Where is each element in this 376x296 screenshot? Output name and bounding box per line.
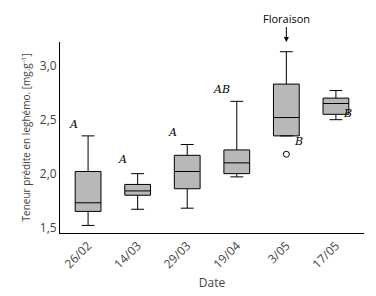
svg-text:1,5: 1,5 [40,219,57,236]
svg-text:14/03: 14/03 [110,237,145,272]
svg-text:2,5: 2,5 [40,111,57,128]
svg-text:Floraison: Floraison [263,11,310,26]
svg-text:3,0: 3,0 [40,57,57,74]
svg-text:Date: Date [199,274,226,291]
svg-text:Teneur prédite en leghémo. [mg: Teneur prédite en leghémo. [mg.g⁻¹] [19,54,33,222]
svg-text:2,0: 2,0 [40,165,57,182]
svg-text:A: A [69,118,78,131]
svg-text:26/02: 26/02 [61,237,96,272]
svg-text:3/05: 3/05 [264,237,294,267]
svg-text:17/05: 17/05 [308,237,343,272]
svg-text:A: A [168,126,177,139]
svg-text:29/03: 29/03 [160,237,195,272]
svg-text:B: B [343,107,352,120]
svg-text:A: A [118,153,127,166]
svg-text:19/04: 19/04 [209,237,244,272]
svg-text:B: B [294,135,303,148]
svg-text:AB: AB [213,83,230,96]
